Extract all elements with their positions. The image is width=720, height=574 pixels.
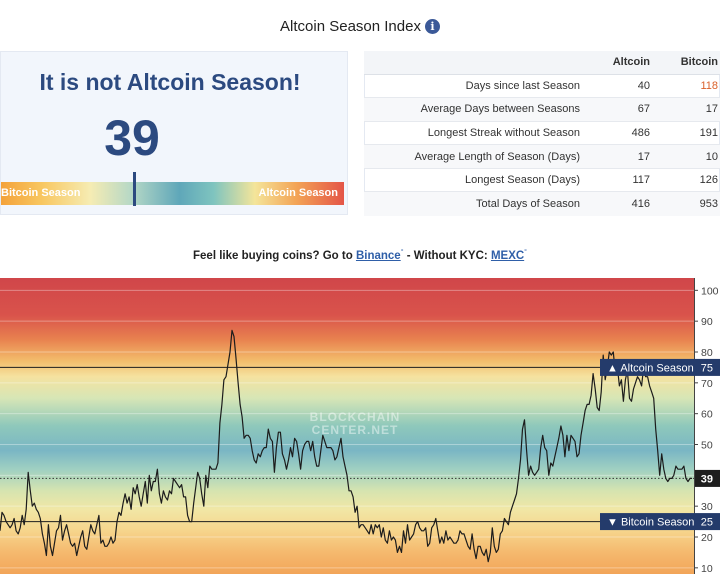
column-header-altcoin: Altcoin — [596, 51, 660, 74]
altcoin-value: 486 — [596, 120, 660, 145]
bitcoin-value: 10 — [660, 144, 720, 169]
y-tick-label: 60 — [701, 409, 713, 421]
table-header-row: Altcoin Bitcoin — [364, 51, 720, 74]
info-icon[interactable]: i — [424, 19, 440, 34]
current-value-badge — [695, 469, 720, 487]
threshold-label: ▼ Bitcoin Season — [607, 517, 694, 529]
season-gauge-bar — [1, 182, 344, 205]
page-title: Altcoin Season Index i — [0, 18, 720, 35]
threshold-label-box — [600, 513, 720, 531]
y-tick-label: 90 — [701, 316, 713, 328]
page-title-text: Altcoin Season Index — [280, 18, 421, 35]
promo-middle: - Without KYC: — [406, 249, 488, 262]
series-line — [0, 329, 692, 563]
current-value-label: 39 — [701, 473, 713, 485]
altcoin-value: 117 — [596, 167, 660, 192]
index-value: 39 — [104, 110, 160, 166]
season-stats-table: Altcoin Bitcoin Days since last Season 4… — [364, 51, 720, 216]
y-tick-label: 30 — [701, 501, 713, 513]
y-tick-label: 80 — [701, 347, 713, 359]
table-row: Longest Season (Days) 117 126 — [364, 167, 720, 192]
altcoin-value: 67 — [596, 97, 660, 122]
threshold-label-box — [600, 358, 720, 376]
row-label: Longest Season (Days) — [364, 167, 596, 192]
table-row: Average Days between Seasons 67 17 — [364, 97, 720, 122]
threshold-value-label: 25 — [701, 517, 713, 529]
y-tick-label: 10 — [701, 563, 713, 574]
binance-link[interactable]: Binance — [355, 249, 401, 262]
bitcoin-value: 17 — [660, 97, 720, 122]
watermark-text: CENTER.NET — [312, 423, 399, 437]
table-row: Average Length of Season (Days) 17 10 — [364, 144, 720, 169]
threshold-value-label: 75 — [701, 362, 713, 374]
chart-background — [0, 278, 694, 574]
promo-prefix: Feel like buying coins? Go to — [193, 249, 353, 262]
bitcoin-value: 126 — [660, 167, 720, 192]
season-status-headline: It is not Altcoin Season! — [39, 69, 301, 95]
y-tick-label: 20 — [701, 532, 713, 544]
y-tick-label: 70 — [701, 378, 713, 390]
bitcoin-value: 953 — [660, 191, 720, 216]
binance-link-mark: ° — [400, 249, 404, 256]
row-label: Longest Streak without Season — [364, 120, 596, 145]
promo-line: Feel like buying coins? Go to Binance° -… — [0, 249, 720, 262]
altcoin-season-chart[interactable]: BLOCKCHAINCENTER.NET10203040506070809010… — [0, 278, 720, 574]
table-row: Longest Streak without Season 486 191 — [364, 120, 720, 145]
bitcoin-value: 118 — [660, 73, 720, 98]
row-label: Total Days of Season — [364, 191, 596, 216]
gauge-label-altcoin-season: Altcoin Season — [258, 187, 338, 199]
row-label: Days since last Season — [364, 73, 596, 98]
column-header-metric — [364, 51, 596, 74]
watermark-text: BLOCKCHAIN — [310, 410, 401, 424]
mexc-link-mark: ° — [524, 249, 527, 256]
season-status-card: It is not Altcoin Season! 39 Bitcoin Sea… — [0, 51, 348, 215]
mexc-link[interactable]: MEXC — [490, 249, 525, 262]
altcoin-value: 17 — [596, 144, 660, 169]
gauge-marker — [133, 172, 136, 206]
chart-svg[interactable]: BLOCKCHAINCENTER.NET10203040506070809010… — [0, 278, 720, 574]
threshold-label: ▲ Altcoin Season — [607, 362, 694, 374]
table-row: Total Days of Season 416 953 — [364, 191, 720, 216]
table-row: Days since last Season 40 118 — [364, 73, 720, 98]
y-tick-label: 100 — [701, 285, 719, 297]
gauge-label-bitcoin-season: Bitcoin Season — [1, 187, 81, 199]
altcoin-value: 40 — [596, 73, 660, 98]
y-tick-label: 50 — [701, 440, 713, 452]
altcoin-value: 416 — [596, 191, 660, 216]
row-label: Average Length of Season (Days) — [364, 144, 596, 169]
row-label: Average Days between Seasons — [364, 97, 596, 122]
column-header-bitcoin: Bitcoin — [660, 51, 720, 74]
bitcoin-value: 191 — [660, 120, 720, 145]
